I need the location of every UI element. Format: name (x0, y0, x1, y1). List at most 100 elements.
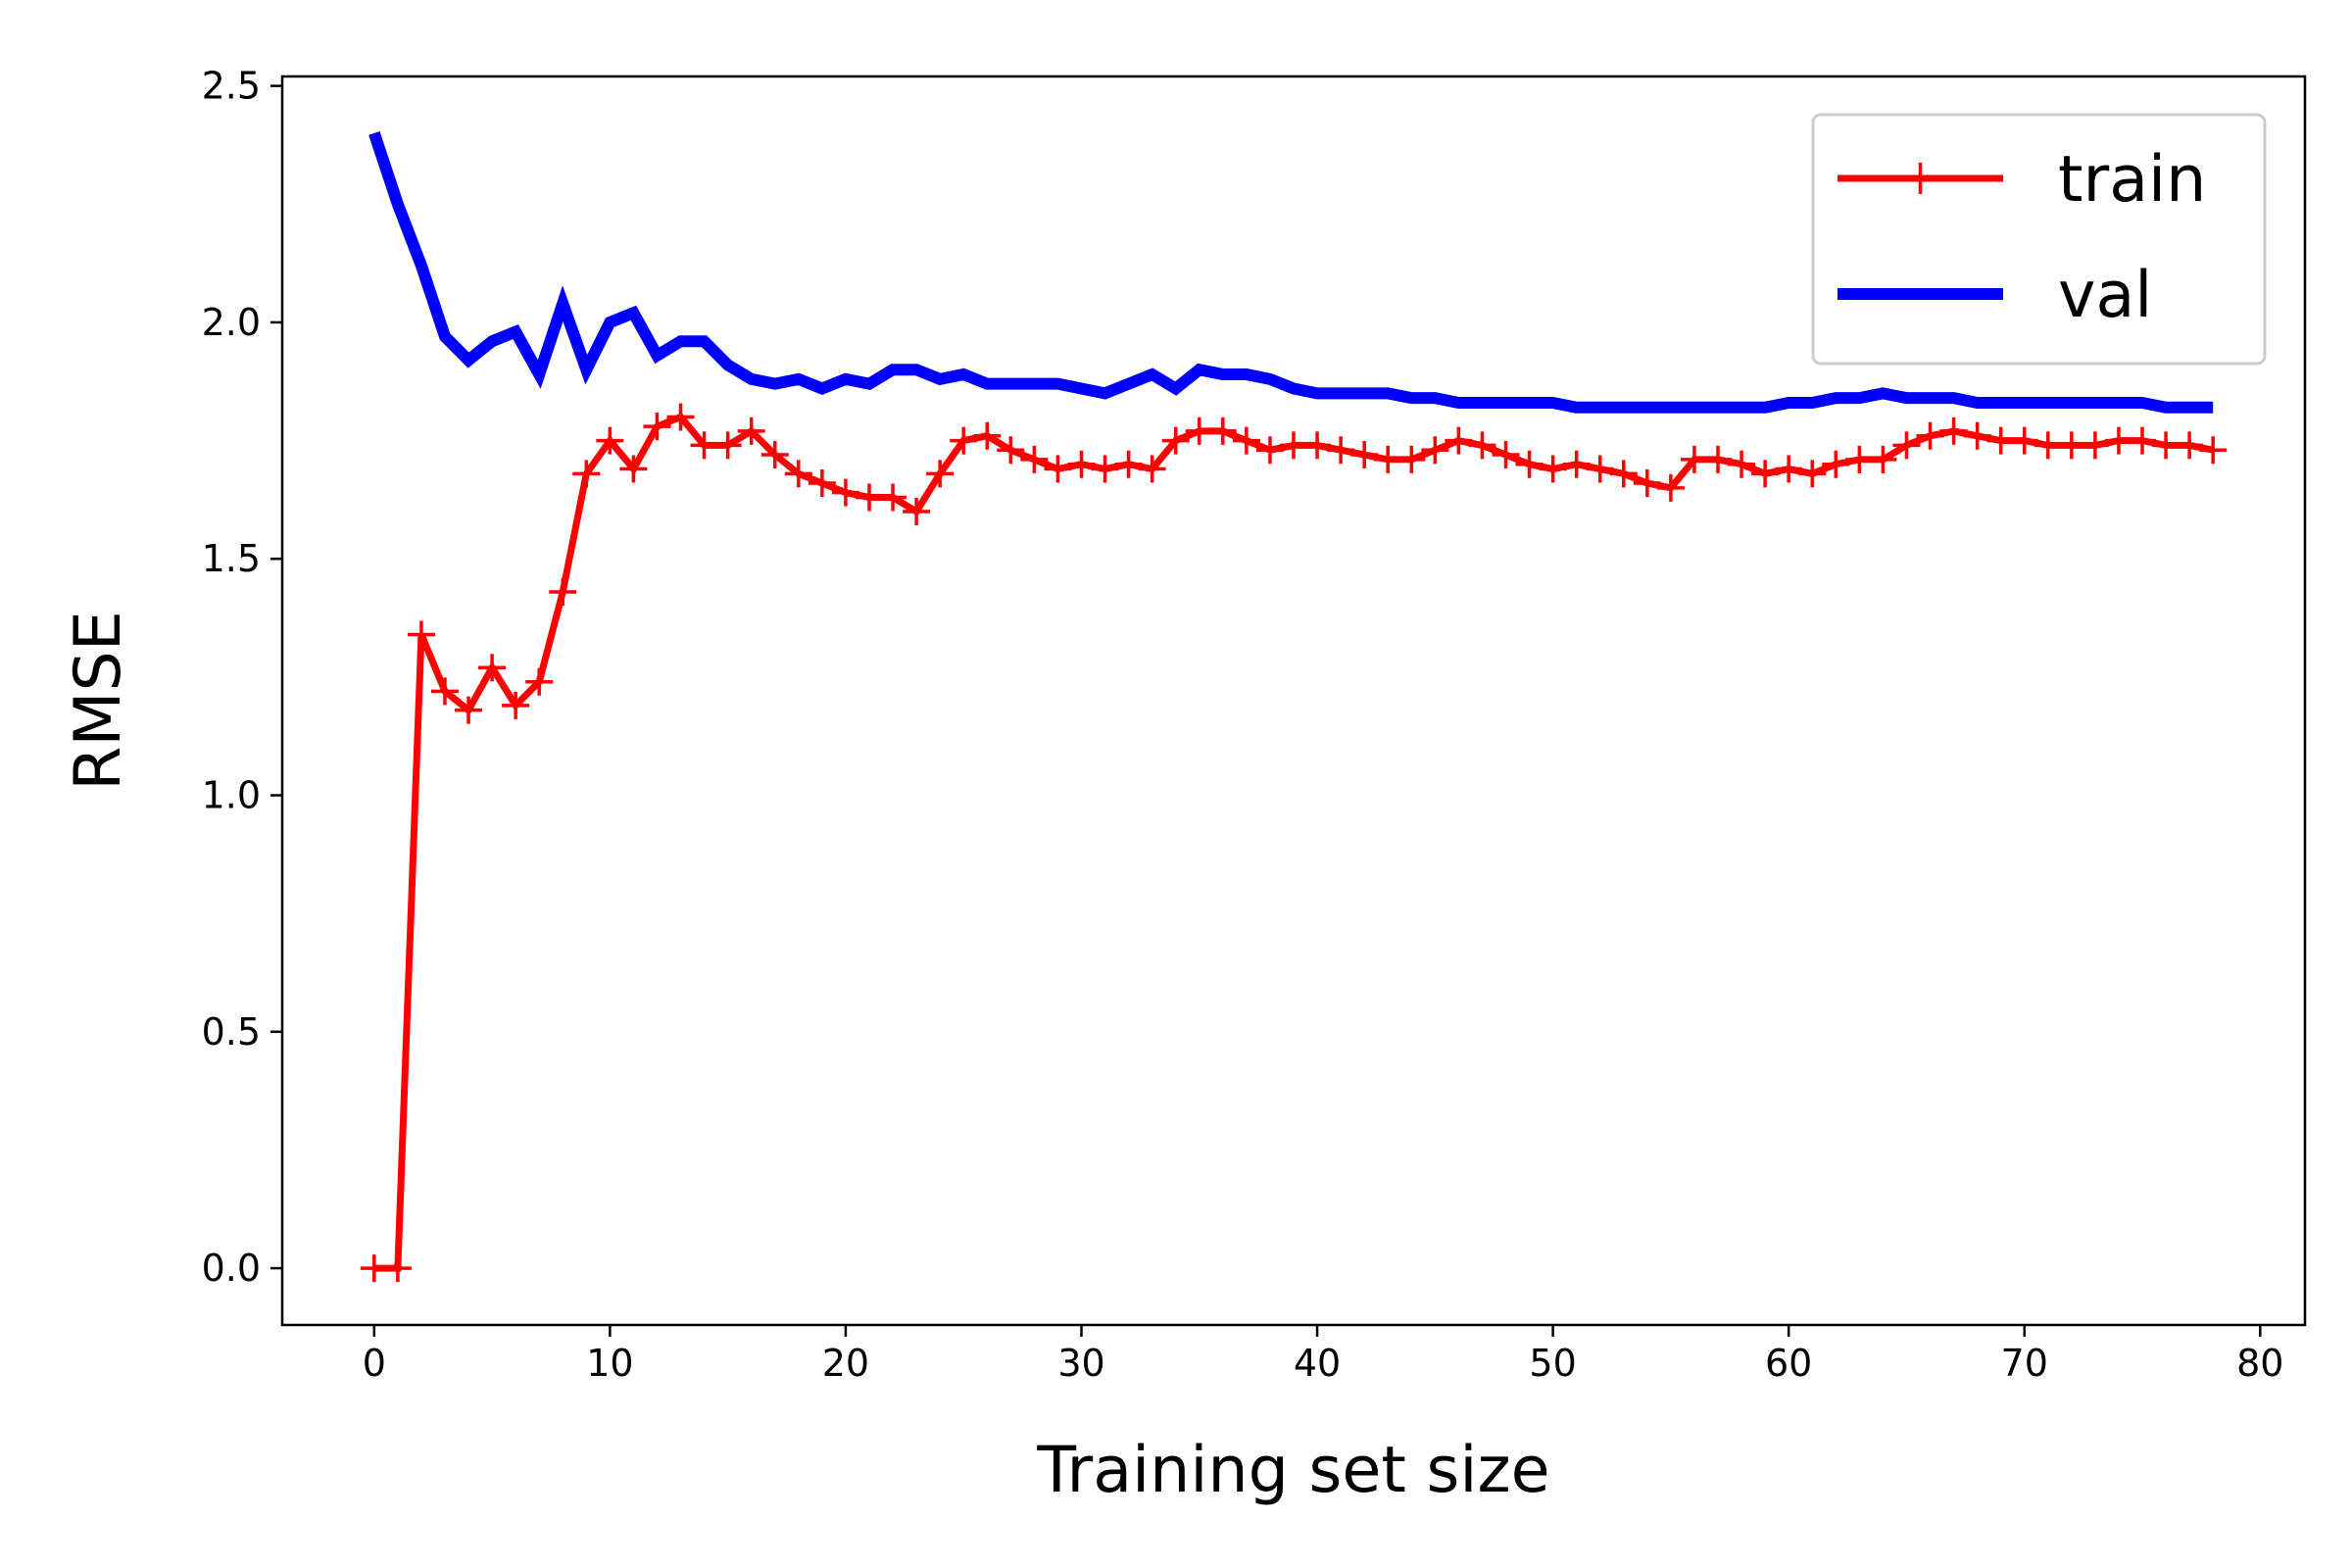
data-point-train (1539, 455, 1567, 483)
data-point-train (1327, 436, 1355, 465)
y-tick-label: 2.5 (202, 65, 261, 108)
data-point-train (1280, 431, 1307, 460)
legend-entry-val: val (1838, 259, 2152, 332)
data-point-train (1232, 426, 1260, 455)
data-point-train (1656, 473, 1685, 502)
data-point-train (1185, 416, 1213, 445)
y-tick-label: 2.0 (202, 301, 261, 344)
legend: train val (1811, 113, 2267, 366)
data-point-train (973, 421, 1002, 450)
data-point-train (737, 416, 765, 445)
data-point-train (1208, 416, 1237, 445)
data-point-train (1067, 450, 1096, 478)
data-point-train (2081, 431, 2109, 460)
data-point-train (808, 469, 836, 498)
data-point-train (455, 696, 483, 724)
x-axis: 0 10 20 30 40 50 60 70 80 (363, 1325, 2283, 1385)
data-point-train (1609, 460, 1638, 488)
y-axis: 0.0 0.5 1.0 1.5 2.0 2.5 (202, 65, 282, 1290)
legend-label-train: train (2058, 143, 2206, 217)
data-point-train (1586, 455, 1614, 483)
data-point-train (760, 441, 789, 469)
data-point-train (383, 1254, 412, 1283)
y-tick-label: 0.0 (202, 1247, 261, 1290)
data-point-train (1492, 441, 1520, 469)
series-line-val (368, 131, 2214, 414)
data-point-train (666, 403, 695, 431)
data-point-train (1704, 445, 1733, 473)
data-point-train (572, 460, 601, 488)
data-point-train (407, 620, 435, 649)
data-point-train (1515, 450, 1544, 478)
x-tick-label: 40 (1294, 1342, 1341, 1385)
x-tick-label: 20 (822, 1342, 869, 1385)
data-point-train (1986, 426, 2015, 455)
data-point-train (478, 654, 507, 682)
data-point-train (784, 460, 812, 488)
data-point-train (713, 431, 742, 460)
data-point-train (690, 431, 718, 460)
data-point-train (1397, 445, 1426, 473)
data-point-train (1822, 450, 1850, 478)
data-point-train (2010, 426, 2038, 455)
data-point-train (2129, 426, 2157, 455)
data-point-train (1374, 445, 1402, 473)
x-axis-label: Training set size (1036, 1434, 1549, 1507)
data-point-train (997, 436, 1025, 465)
data-point-train (879, 483, 907, 512)
data-point-train (1869, 445, 1897, 473)
data-point-train (1680, 445, 1708, 473)
data-point-train (430, 677, 459, 706)
data-point-train (2152, 431, 2180, 460)
y-tick-label: 1.5 (202, 537, 261, 580)
data-point-train (1138, 455, 1166, 483)
data-point-train (1892, 431, 1921, 460)
x-tick-label: 30 (1057, 1342, 1104, 1385)
legend-label-val: val (2058, 259, 2152, 332)
x-tick-label: 0 (363, 1342, 386, 1385)
data-point-train (1350, 441, 1379, 469)
x-tick-label: 50 (1529, 1342, 1576, 1385)
x-tick-label: 70 (2001, 1342, 2048, 1385)
data-point-train (1255, 436, 1284, 465)
data-point-train (1468, 431, 1496, 460)
series-val (368, 131, 2214, 414)
series-train (360, 403, 2228, 1283)
legend-entry-train: train (1838, 143, 2206, 217)
data-point-train (1916, 421, 1944, 450)
data-point-train (1421, 436, 1449, 465)
data-point-train (2176, 431, 2204, 460)
data-point-train (360, 1254, 388, 1283)
data-point-train (926, 460, 955, 488)
data-point-train (2057, 431, 2085, 460)
data-point-train (643, 413, 671, 441)
data-point-train (1798, 460, 1827, 488)
data-point-train (1161, 426, 1190, 455)
data-point-train (2034, 431, 2062, 460)
data-point-train (525, 667, 554, 696)
data-point-train (950, 426, 978, 455)
data-point-train (2199, 436, 2228, 465)
data-point-train (1445, 426, 1473, 455)
data-point-train (1020, 445, 1049, 473)
y-axis-label: RMSE (62, 611, 135, 791)
data-point-train (1091, 455, 1119, 483)
data-point-train (2104, 426, 2132, 455)
data-point-train (549, 578, 577, 607)
data-point-train (831, 478, 859, 507)
data-point-train (502, 691, 530, 719)
data-point-train (903, 497, 931, 525)
data-point-train (1728, 450, 1756, 478)
data-point-train (1303, 431, 1332, 460)
x-tick-label: 80 (2236, 1342, 2283, 1385)
data-point-train (1939, 416, 1968, 445)
data-point-train (596, 426, 624, 455)
x-tick-label: 10 (586, 1342, 633, 1385)
data-point-train (1775, 455, 1803, 483)
data-point-train (855, 483, 883, 512)
data-point-train (1751, 460, 1780, 488)
legend-marker-train (1904, 163, 1936, 194)
data-point-train (1633, 469, 1661, 498)
y-tick-label: 0.5 (202, 1010, 261, 1054)
data-point-train (619, 455, 648, 483)
